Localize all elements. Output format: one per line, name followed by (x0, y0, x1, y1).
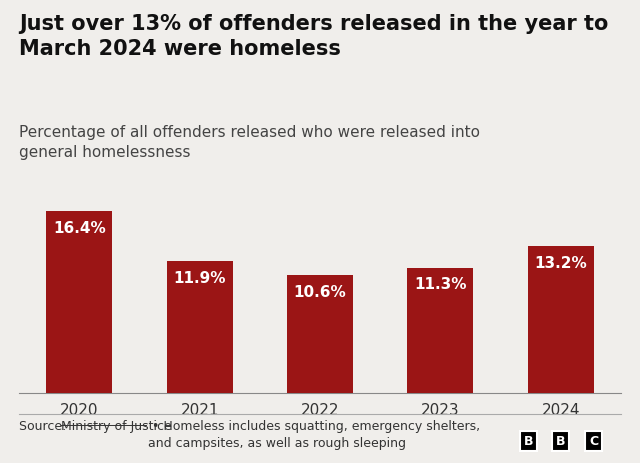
Text: • Homeless includes squatting, emergency shelters,
and campsites, as well as rou: • Homeless includes squatting, emergency… (148, 419, 480, 450)
Text: 11.9%: 11.9% (173, 270, 226, 285)
Text: 13.2%: 13.2% (534, 256, 587, 271)
Bar (527, 247, 594, 394)
Bar (287, 276, 353, 394)
Bar (46, 211, 113, 394)
Text: Percentage of all offenders released who were released into
general homelessness: Percentage of all offenders released who… (19, 125, 480, 160)
Text: Ministry of Justice: Ministry of Justice (61, 419, 172, 432)
Text: B: B (556, 434, 566, 448)
Text: 16.4%: 16.4% (53, 220, 106, 235)
Text: C: C (589, 434, 598, 448)
Bar (407, 268, 474, 394)
Bar (166, 261, 233, 394)
Text: Source:: Source: (19, 419, 70, 432)
Text: Just over 13% of offenders released in the year to
March 2024 were homeless: Just over 13% of offenders released in t… (19, 14, 609, 59)
Text: 10.6%: 10.6% (294, 285, 346, 300)
Text: 11.3%: 11.3% (414, 277, 467, 292)
Text: B: B (524, 434, 533, 448)
